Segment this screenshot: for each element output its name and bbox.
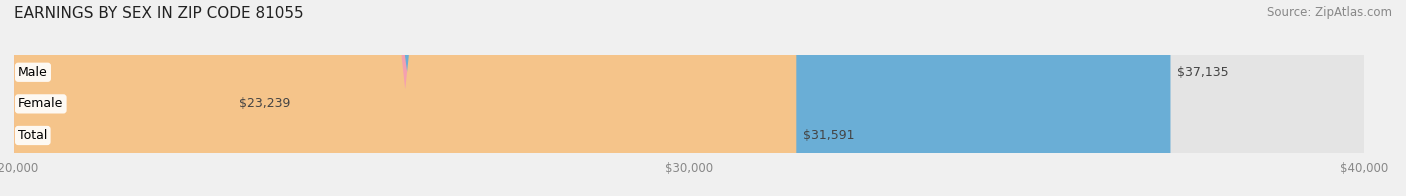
Text: $23,239: $23,239: [239, 97, 291, 110]
Text: Total: Total: [18, 129, 48, 142]
FancyBboxPatch shape: [14, 0, 1364, 196]
Text: $37,135: $37,135: [1177, 66, 1229, 79]
Text: EARNINGS BY SEX IN ZIP CODE 81055: EARNINGS BY SEX IN ZIP CODE 81055: [14, 6, 304, 21]
FancyBboxPatch shape: [14, 0, 1364, 196]
FancyBboxPatch shape: [0, 0, 419, 196]
FancyBboxPatch shape: [14, 0, 1170, 196]
Text: Male: Male: [18, 66, 48, 79]
Text: Female: Female: [18, 97, 63, 110]
FancyBboxPatch shape: [14, 0, 796, 196]
Text: Source: ZipAtlas.com: Source: ZipAtlas.com: [1267, 6, 1392, 19]
Text: $31,591: $31,591: [803, 129, 855, 142]
FancyBboxPatch shape: [14, 0, 1364, 196]
